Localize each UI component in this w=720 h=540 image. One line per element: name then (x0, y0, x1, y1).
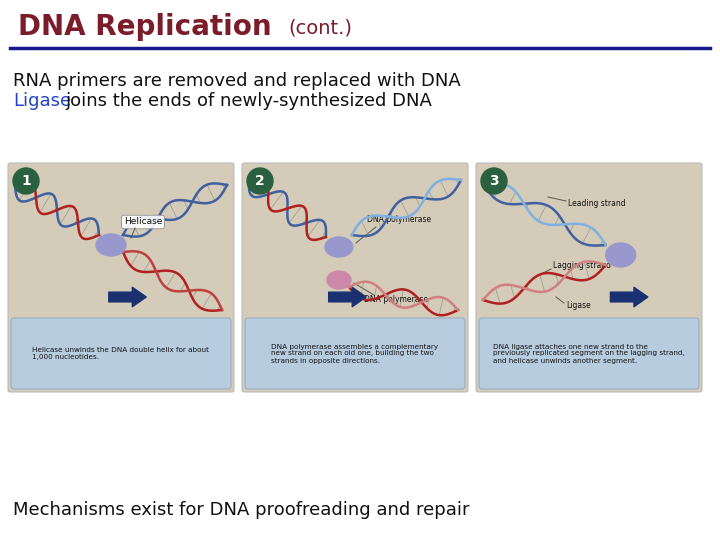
Text: DNA polymerase: DNA polymerase (364, 295, 428, 305)
Text: DNA polymerase assembles a complementary
new strand on each old one, building th: DNA polymerase assembles a complementary… (271, 343, 438, 363)
Ellipse shape (96, 234, 126, 256)
FancyBboxPatch shape (479, 318, 699, 389)
FancyBboxPatch shape (245, 318, 465, 389)
FancyBboxPatch shape (11, 318, 231, 389)
Text: Helicase: Helicase (124, 218, 162, 226)
Text: 1: 1 (21, 174, 31, 188)
Text: Lagging strand: Lagging strand (553, 260, 611, 269)
Ellipse shape (327, 271, 351, 289)
FancyArrowPatch shape (611, 287, 648, 307)
Text: joins the ends of newly-synthesized DNA: joins the ends of newly-synthesized DNA (65, 92, 432, 110)
Text: Helicase unwinds the DNA double helix for about
1,000 nucleotides.: Helicase unwinds the DNA double helix fo… (32, 347, 210, 360)
Circle shape (481, 168, 507, 194)
FancyBboxPatch shape (242, 163, 468, 392)
Text: (cont.): (cont.) (288, 18, 352, 37)
FancyArrowPatch shape (109, 287, 146, 307)
Ellipse shape (606, 243, 636, 267)
Text: DNA polymerase: DNA polymerase (366, 215, 431, 225)
Text: Ligase: Ligase (566, 300, 590, 309)
Text: DNA Replication: DNA Replication (18, 13, 271, 41)
Text: RNA primers are removed and replaced with DNA: RNA primers are removed and replaced wit… (13, 72, 461, 90)
FancyBboxPatch shape (8, 163, 234, 392)
FancyArrowPatch shape (114, 293, 140, 301)
Ellipse shape (325, 237, 353, 257)
Text: Ligase: Ligase (13, 92, 71, 110)
Text: Mechanisms exist for DNA proofreading and repair: Mechanisms exist for DNA proofreading an… (13, 501, 469, 519)
Text: DNA ligase attaches one new strand to the
previously replicated segment on the l: DNA ligase attaches one new strand to th… (493, 343, 685, 363)
FancyArrowPatch shape (328, 287, 366, 307)
Circle shape (13, 168, 39, 194)
FancyBboxPatch shape (476, 163, 702, 392)
Circle shape (247, 168, 273, 194)
Text: 2: 2 (255, 174, 265, 188)
Text: Leading strand: Leading strand (568, 199, 626, 207)
Text: 3: 3 (489, 174, 499, 188)
